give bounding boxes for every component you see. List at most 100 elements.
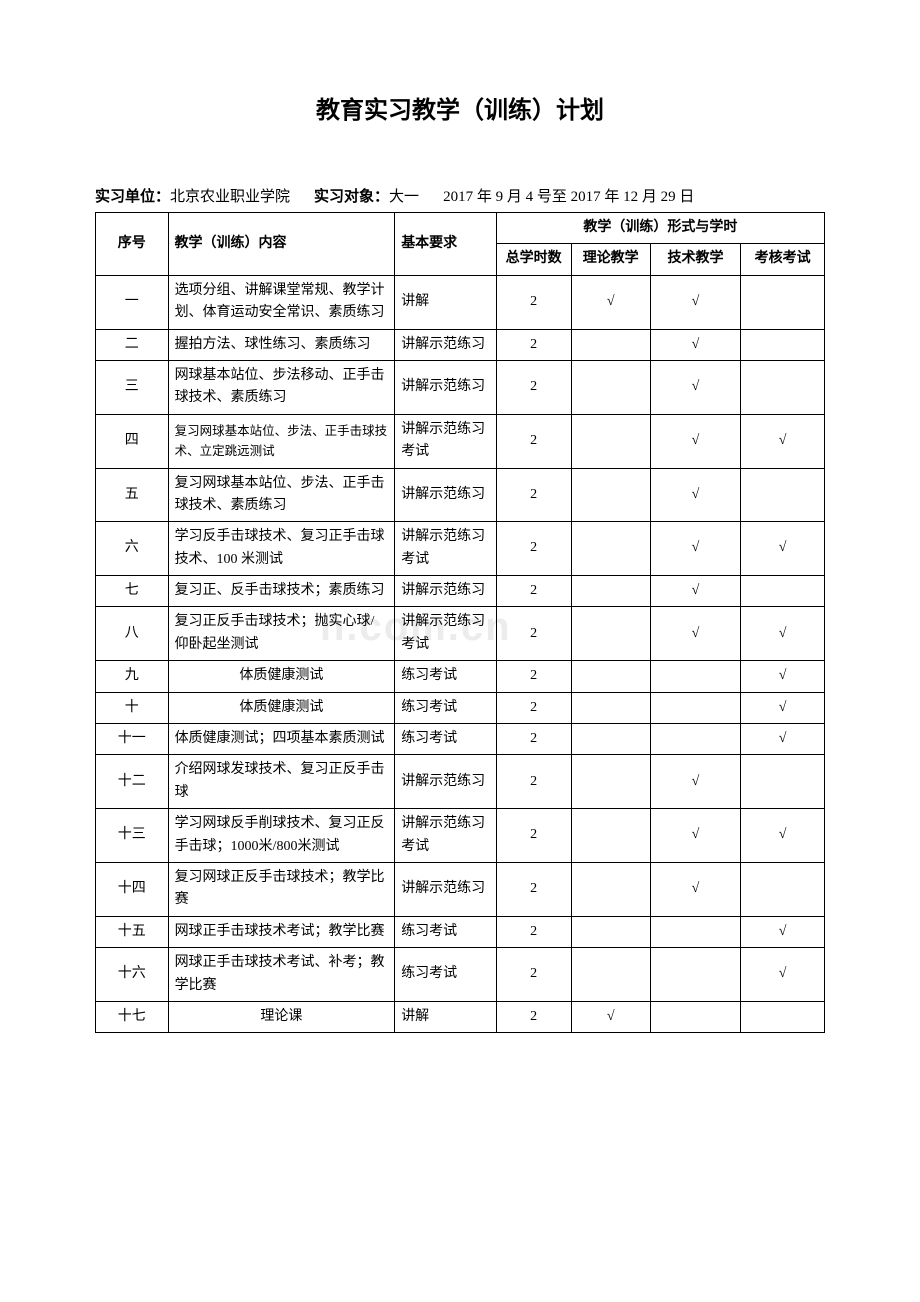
cell-theory xyxy=(571,522,650,576)
table-row: 八复习正反手击球技术；抛实心球/仰卧起坐测试讲解示范练习考试2√√ xyxy=(96,607,825,661)
cell-num: 十七 xyxy=(96,1001,169,1032)
cell-hours: 2 xyxy=(496,916,571,947)
cell-num: 三 xyxy=(96,360,169,414)
table-row: 九体质健康测试练习考试2√ xyxy=(96,661,825,692)
table-row: 七复习正、反手击球技术；素质练习讲解示范练习2√ xyxy=(96,576,825,607)
meta-target-value: 大一 xyxy=(389,189,419,205)
cell-exam xyxy=(741,360,825,414)
cell-num: 五 xyxy=(96,468,169,522)
cell-hours: 2 xyxy=(496,607,571,661)
th-form: 教学（训练）形式与学时 xyxy=(496,213,824,244)
cell-tech xyxy=(650,948,740,1002)
cell-theory: √ xyxy=(571,1001,650,1032)
cell-content: 网球正手击球技术考试；教学比赛 xyxy=(168,916,395,947)
cell-tech xyxy=(650,724,740,755)
cell-theory xyxy=(571,329,650,360)
table-row: 十五网球正手击球技术考试；教学比赛练习考试2√ xyxy=(96,916,825,947)
table-row: 二握拍方法、球性练习、素质练习讲解示范练习2√ xyxy=(96,329,825,360)
cell-req: 练习考试 xyxy=(395,948,497,1002)
cell-tech xyxy=(650,1001,740,1032)
cell-num: 十一 xyxy=(96,724,169,755)
meta-target: 实习对象：大一 xyxy=(314,185,419,206)
meta-unit: 实习单位：北京农业职业学院 xyxy=(95,185,290,206)
cell-content: 复习网球基本站位、步法、正手击球技术、素质练习 xyxy=(168,468,395,522)
cell-content: 握拍方法、球性练习、素质练习 xyxy=(168,329,395,360)
cell-req: 讲解示范练习 xyxy=(395,862,497,916)
cell-req: 练习考试 xyxy=(395,692,497,723)
cell-theory xyxy=(571,916,650,947)
cell-exam: √ xyxy=(741,661,825,692)
cell-req: 练习考试 xyxy=(395,916,497,947)
cell-tech: √ xyxy=(650,329,740,360)
cell-content: 复习正、反手击球技术；素质练习 xyxy=(168,576,395,607)
cell-num: 九 xyxy=(96,661,169,692)
table-row: 十一体质健康测试；四项基本素质测试练习考试2√ xyxy=(96,724,825,755)
cell-req: 讲解示范练习 xyxy=(395,576,497,607)
table-row: 十六网球正手击球技术考试、补考；教学比赛练习考试2√ xyxy=(96,948,825,1002)
cell-hours: 2 xyxy=(496,755,571,809)
cell-exam: √ xyxy=(741,414,825,468)
cell-exam: √ xyxy=(741,916,825,947)
th-req: 基本要求 xyxy=(395,213,497,276)
meta-date-range: 2017 年 9 月 4 号至 2017 年 12 月 29 日 xyxy=(443,185,694,206)
cell-num: 六 xyxy=(96,522,169,576)
cell-num: 十六 xyxy=(96,948,169,1002)
table-row: 一选项分组、讲解课堂常规、教学计划、体育运动安全常识、素质练习讲解2√√ xyxy=(96,275,825,329)
meta-unit-value: 北京农业职业学院 xyxy=(170,189,290,205)
cell-content: 复习网球正反手击球技术；教学比赛 xyxy=(168,862,395,916)
cell-exam xyxy=(741,329,825,360)
cell-hours: 2 xyxy=(496,329,571,360)
cell-tech: √ xyxy=(650,607,740,661)
table-row: 十三学习网球反手削球技术、复习正反手击球；1000米/800米测试讲解示范练习考… xyxy=(96,809,825,863)
th-tech: 技术教学 xyxy=(650,244,740,275)
cell-theory xyxy=(571,862,650,916)
cell-exam xyxy=(741,275,825,329)
cell-theory xyxy=(571,661,650,692)
cell-hours: 2 xyxy=(496,522,571,576)
table-row: 六学习反手击球技术、复习正手击球技术、100 米测试讲解示范练习考试2√√ xyxy=(96,522,825,576)
cell-theory xyxy=(571,414,650,468)
cell-num: 二 xyxy=(96,329,169,360)
th-theory: 理论教学 xyxy=(571,244,650,275)
page-title: 教育实习教学（训练）计划 xyxy=(95,90,825,125)
cell-num: 十四 xyxy=(96,862,169,916)
cell-num: 一 xyxy=(96,275,169,329)
cell-tech xyxy=(650,661,740,692)
cell-content: 复习网球基本站位、步法、正手击球技术、立定跳远测试 xyxy=(168,414,395,468)
cell-hours: 2 xyxy=(496,1001,571,1032)
cell-num: 十三 xyxy=(96,809,169,863)
cell-tech: √ xyxy=(650,862,740,916)
cell-hours: 2 xyxy=(496,576,571,607)
th-num: 序号 xyxy=(96,213,169,276)
cell-req: 讲解示范练习考试 xyxy=(395,809,497,863)
table-row: 三网球基本站位、步法移动、正手击球技术、素质练习讲解示范练习2√ xyxy=(96,360,825,414)
cell-theory xyxy=(571,692,650,723)
cell-exam: √ xyxy=(741,809,825,863)
cell-hours: 2 xyxy=(496,468,571,522)
cell-num: 十二 xyxy=(96,755,169,809)
cell-theory xyxy=(571,576,650,607)
table-row: 四复习网球基本站位、步法、正手击球技术、立定跳远测试讲解示范练习考试2√√ xyxy=(96,414,825,468)
table-body: 一选项分组、讲解课堂常规、教学计划、体育运动安全常识、素质练习讲解2√√二握拍方… xyxy=(96,275,825,1033)
plan-table: 序号 教学（训练）内容 基本要求 教学（训练）形式与学时 总学时数 理论教学 技… xyxy=(95,212,825,1033)
cell-theory xyxy=(571,468,650,522)
meta-unit-label: 实习单位： xyxy=(95,189,170,205)
cell-tech: √ xyxy=(650,809,740,863)
cell-tech xyxy=(650,916,740,947)
cell-req: 练习考试 xyxy=(395,661,497,692)
cell-req: 讲解示范练习 xyxy=(395,360,497,414)
cell-content: 理论课 xyxy=(168,1001,395,1032)
table-row: 十体质健康测试练习考试2√ xyxy=(96,692,825,723)
cell-tech: √ xyxy=(650,522,740,576)
cell-content: 复习正反手击球技术；抛实心球/仰卧起坐测试 xyxy=(168,607,395,661)
cell-theory xyxy=(571,360,650,414)
cell-req: 讲解示范练习考试 xyxy=(395,414,497,468)
cell-num: 十 xyxy=(96,692,169,723)
cell-hours: 2 xyxy=(496,661,571,692)
table-head: 序号 教学（训练）内容 基本要求 教学（训练）形式与学时 总学时数 理论教学 技… xyxy=(96,213,825,276)
cell-theory xyxy=(571,607,650,661)
cell-exam: √ xyxy=(741,522,825,576)
cell-num: 八 xyxy=(96,607,169,661)
page: n.com.cn 教育实习教学（训练）计划 实习单位：北京农业职业学院 实习对象… xyxy=(0,0,920,1073)
cell-tech: √ xyxy=(650,576,740,607)
